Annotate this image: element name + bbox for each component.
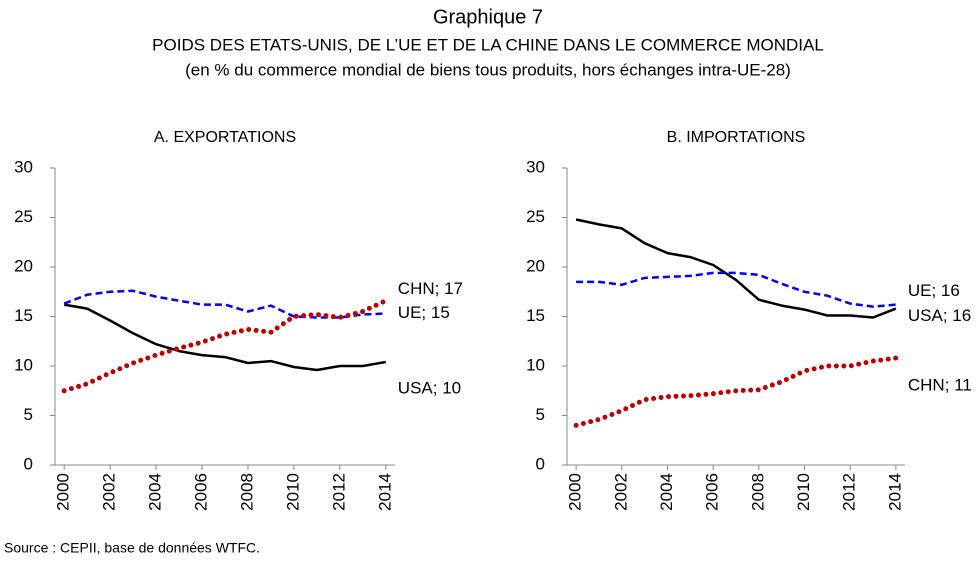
chart-title: A. EXPORTATIONS (154, 129, 296, 146)
x-tick-label: 2014 (885, 473, 904, 511)
x-tick-label: 2012 (329, 473, 348, 511)
y-tick-label: 5 (24, 405, 33, 424)
end-label: USA; 16 (908, 306, 971, 325)
subtitle: POIDS DES ETATS-UNIS, DE L’UE ET DE LA C… (152, 35, 824, 54)
y-tick-label: 25 (14, 207, 33, 226)
series-line (63, 289, 386, 319)
subtitle: (en % du commerce mondial de biens tous … (185, 60, 791, 79)
y-tick-label: 20 (526, 256, 545, 275)
title: Graphique 7 (433, 6, 543, 28)
y-tick-label: 0 (24, 454, 33, 473)
y-tick-label: 20 (14, 256, 33, 275)
x-tick-label: 2004 (146, 473, 165, 511)
x-tick-label: 2012 (840, 473, 859, 511)
x-tick-label: 2004 (657, 473, 676, 511)
x-tick-label: 2000 (54, 473, 73, 511)
y-tick-label: 15 (526, 306, 545, 325)
x-tick-label: 2010 (794, 473, 813, 511)
y-tick-label: 30 (14, 157, 33, 176)
source: Source : CEPII, base de données WTFC. (4, 540, 260, 556)
end-label: USA; 10 (398, 379, 461, 398)
series-line (63, 303, 387, 372)
x-tick-label: 2002 (611, 473, 630, 511)
x-tick-label: 2006 (192, 473, 211, 511)
y-tick-label: 10 (526, 355, 545, 374)
series-line (573, 355, 899, 428)
series-line (575, 218, 897, 319)
chart-title: B. IMPORTATIONS (667, 129, 806, 146)
y-tick-label: 30 (526, 157, 545, 176)
end-label: UE; 15 (398, 303, 450, 322)
y-tick-label: 10 (14, 355, 33, 374)
x-tick-label: 2002 (100, 473, 119, 511)
x-tick-label: 2008 (748, 473, 767, 511)
series-line (576, 271, 897, 308)
y-tick-label: 0 (536, 454, 545, 473)
y-tick-label: 25 (526, 207, 545, 226)
series-line (61, 298, 389, 394)
x-tick-label: 2000 (566, 473, 585, 511)
x-tick-label: 2014 (375, 473, 394, 511)
x-tick-label: 2008 (237, 473, 256, 511)
x-tick-label: 2010 (283, 473, 302, 511)
end-label: CHN; 17 (398, 279, 463, 298)
end-label: UE; 16 (908, 281, 960, 300)
y-tick-label: 5 (536, 405, 545, 424)
end-label: CHN; 11 (908, 376, 972, 395)
y-tick-label: 15 (14, 306, 33, 325)
x-tick-label: 2006 (703, 473, 722, 511)
